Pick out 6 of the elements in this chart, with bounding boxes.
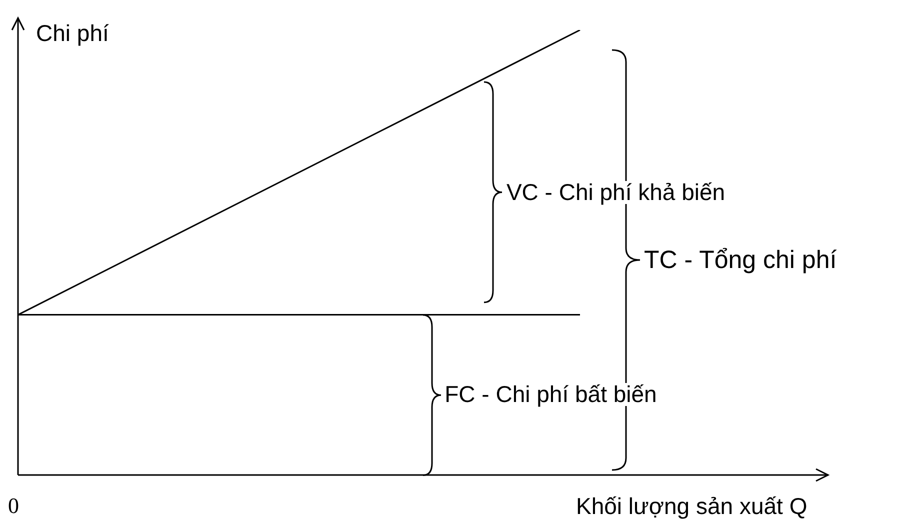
annotation: TC - Tổng chi phí (644, 246, 837, 274)
x-axis-title: Khối lượng sản xuất Q (576, 493, 808, 519)
annotation: VC - Chi phí khả biến (506, 178, 726, 205)
y-axis-title: Chi phí (36, 20, 109, 46)
text: 0 (8, 493, 19, 518)
annotation: FC - Chi phí bất biến (444, 380, 657, 407)
